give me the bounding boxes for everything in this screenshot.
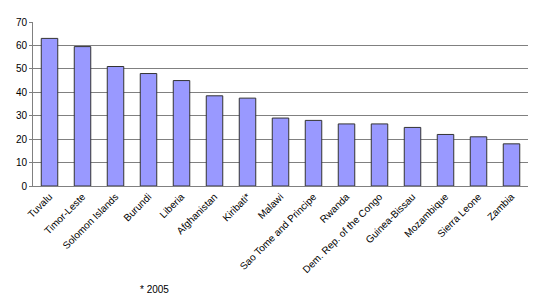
svg-text:50: 50 [16,63,28,74]
svg-text:Dem. Rep. of the Congo: Dem. Rep. of the Congo [300,191,384,275]
svg-text:Tuvalu: Tuvalu [26,191,55,220]
svg-text:10: 10 [16,157,28,168]
svg-text:70: 70 [16,17,28,28]
svg-text:Solomon Islands: Solomon Islands [60,191,120,251]
svg-text:Mozambique: Mozambique [402,191,451,240]
svg-text:Sao Tome and Principe: Sao Tome and Principe [238,191,319,272]
svg-text:30: 30 [16,110,28,121]
svg-text:Malawi: Malawi [256,191,286,221]
svg-text:Kiribati*: Kiribati* [220,191,252,223]
svg-text:Sierra Leone: Sierra Leone [435,191,484,240]
svg-text:* 2005: * 2005 [140,284,169,295]
svg-text:0: 0 [21,181,27,192]
svg-text:Guinea-Bissau: Guinea-Bissau [363,191,417,245]
svg-text:Afghanistan: Afghanistan [174,191,219,236]
svg-text:Rwanda: Rwanda [318,191,352,225]
svg-text:60: 60 [16,40,28,51]
svg-text:Liberia: Liberia [157,191,186,220]
svg-text:Timor-Leste: Timor-Leste [42,191,88,237]
svg-text:Burundi: Burundi [121,191,153,223]
svg-text:Zambia: Zambia [485,191,517,223]
svg-text:20: 20 [16,134,28,145]
svg-text:40: 40 [16,87,28,98]
